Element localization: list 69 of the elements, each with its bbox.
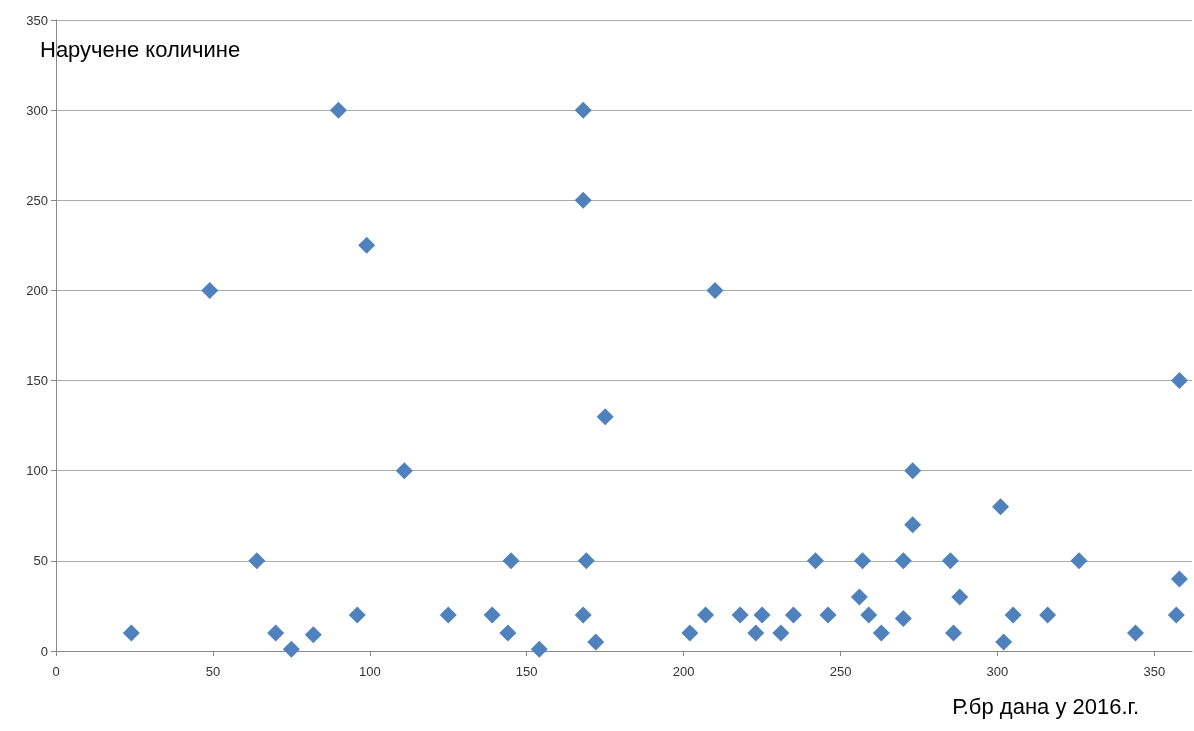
y-axis-title: Наручене количине xyxy=(40,36,241,62)
y-tick-label: 0 xyxy=(40,643,48,659)
point xyxy=(348,606,366,624)
point xyxy=(904,516,922,534)
point xyxy=(894,610,912,628)
point xyxy=(697,606,715,624)
point xyxy=(850,588,868,606)
point xyxy=(860,606,878,624)
point xyxy=(1167,606,1185,624)
point xyxy=(596,408,614,426)
y-tick-label: 100 xyxy=(26,463,48,479)
point xyxy=(995,633,1013,651)
x-tick-label: 200 xyxy=(672,664,695,679)
y-tick-label: 350 xyxy=(26,12,48,28)
y-tick-label: 300 xyxy=(26,102,48,118)
point xyxy=(1039,606,1057,624)
point xyxy=(329,101,347,119)
point xyxy=(945,624,962,642)
point xyxy=(1004,606,1022,624)
point xyxy=(574,606,592,624)
point xyxy=(201,281,219,299)
point xyxy=(706,281,724,299)
x-tick-label: 350 xyxy=(1143,664,1166,679)
point xyxy=(395,462,413,480)
point xyxy=(122,624,140,642)
x-tick-label: 150 xyxy=(515,664,538,679)
point xyxy=(894,552,912,570)
point xyxy=(577,552,595,570)
x-tick-label: 50 xyxy=(205,664,221,679)
point xyxy=(784,606,802,624)
point xyxy=(483,606,501,624)
x-tick-label: 0 xyxy=(52,664,60,679)
point xyxy=(854,552,871,570)
point xyxy=(1170,570,1188,588)
point xyxy=(530,640,548,658)
point xyxy=(502,552,520,570)
point xyxy=(1170,372,1188,390)
point xyxy=(574,101,592,119)
point xyxy=(499,624,517,642)
point xyxy=(731,606,749,624)
point xyxy=(753,606,771,624)
x-tick-label: 250 xyxy=(829,664,852,679)
x-tick-label: 300 xyxy=(986,664,1009,679)
x-tick-label: 100 xyxy=(358,664,381,679)
point xyxy=(574,191,592,209)
point xyxy=(358,236,376,254)
point xyxy=(248,552,266,570)
y-tick-label: 50 xyxy=(33,553,48,569)
point xyxy=(904,462,922,480)
y-tick-label: 150 xyxy=(26,373,48,389)
point xyxy=(1127,624,1145,642)
point xyxy=(304,626,322,644)
point xyxy=(282,640,300,658)
point xyxy=(1070,552,1088,570)
point xyxy=(806,552,824,570)
y-tick-label: 250 xyxy=(26,192,48,208)
point xyxy=(747,624,765,642)
point xyxy=(772,624,790,642)
point xyxy=(951,588,969,606)
point xyxy=(681,624,699,642)
point xyxy=(819,606,837,624)
point xyxy=(941,552,959,570)
point xyxy=(872,624,890,642)
point xyxy=(992,498,1010,516)
point xyxy=(587,633,605,651)
y-tick-label: 200 xyxy=(26,282,48,298)
point xyxy=(267,624,285,642)
point xyxy=(439,606,457,624)
x-axis-title: Р.бр дана у 2016.г. xyxy=(952,693,1139,719)
